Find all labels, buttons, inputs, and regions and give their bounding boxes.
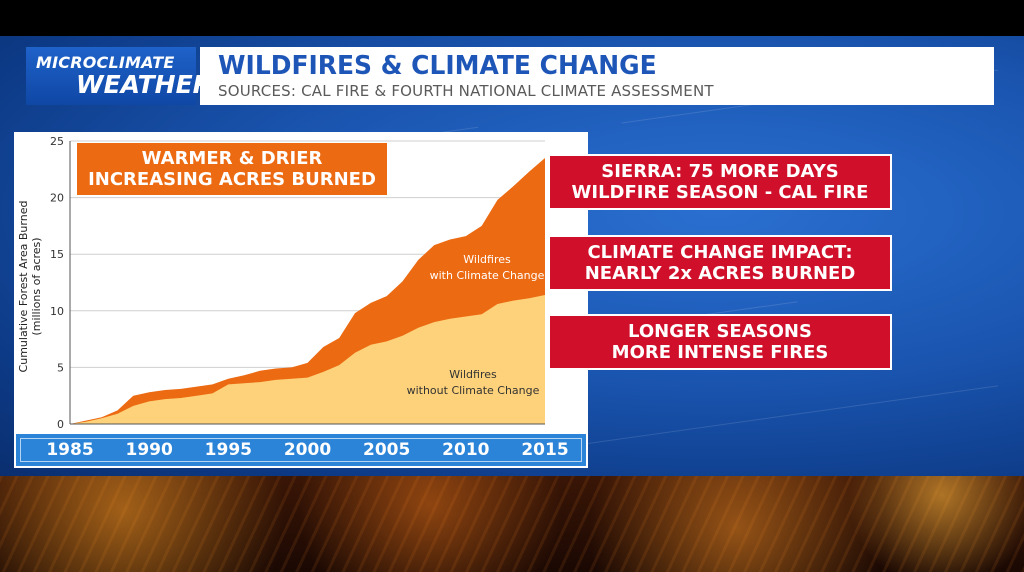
fact-3-line-2: MORE INTENSE FIRES <box>611 342 829 363</box>
fact-2-line-1: CLIMATE CHANGE IMPACT: <box>587 242 853 263</box>
series-label-without-line-2: without Climate Change <box>407 384 540 397</box>
fact-3-line-1: LONGER SEASONS <box>628 321 812 342</box>
y-axis-label-line-1: Cumulative Forest Area Burned <box>17 201 30 373</box>
series-label-with-line-1: Wildfires <box>463 253 511 266</box>
y-tick-10: 10 <box>50 305 64 318</box>
callout-line-2: INCREASING ACRES BURNED <box>88 169 376 190</box>
x-tick-2010: 2010 <box>442 440 490 460</box>
y-tick-25: 25 <box>50 135 64 148</box>
x-tick-2015: 2015 <box>521 440 569 460</box>
fire-embers-background <box>0 476 1024 572</box>
page-title: WILDFIRES & CLIMATE CHANGE <box>218 51 657 81</box>
fact-box-climate-impact: CLIMATE CHANGE IMPACT: NEARLY 2x ACRES B… <box>548 235 892 291</box>
logo-line-1: MICROCLIMATE <box>36 53 175 72</box>
y-axis-label-line-2: (millions of acres) <box>30 237 43 335</box>
fact-box-season-length: SIERRA: 75 MORE DAYS WILDFIRE SEASON - C… <box>548 154 892 210</box>
fact-1-line-1: SIERRA: 75 MORE DAYS <box>601 161 839 182</box>
y-tick-labels: 0 5 10 15 20 25 <box>50 135 64 431</box>
x-tick-2000: 2000 <box>283 440 332 460</box>
area-without-climate-change <box>70 295 545 424</box>
series-label-without-line-1: Wildfires <box>449 368 497 381</box>
callout-line-1: WARMER & DRIER <box>141 148 323 169</box>
x-tick-1990: 1990 <box>125 440 173 460</box>
x-axis-bar <box>14 432 588 468</box>
y-tick-5: 5 <box>57 361 64 374</box>
y-tick-0: 0 <box>57 418 64 431</box>
x-tick-2005: 2005 <box>362 440 411 460</box>
logo-line-2: WEATHER <box>76 70 212 99</box>
series-label-with-line-2: with Climate Change <box>430 269 545 282</box>
y-tick-15: 15 <box>50 248 64 261</box>
x-tick-1995: 1995 <box>204 440 252 460</box>
fact-1-line-2: WILDFIRE SEASON - CAL FIRE <box>571 182 869 203</box>
header-box: WILDFIRES & CLIMATE CHANGE SOURCES: CAL … <box>200 47 994 105</box>
callout-box: WARMER & DRIER INCREASING ACRES BURNED <box>76 142 388 196</box>
y-tick-20: 20 <box>50 192 64 205</box>
x-tick-1985: 1985 <box>46 440 94 460</box>
page-subtitle: SOURCES: CAL FIRE & FOURTH NATIONAL CLIM… <box>218 82 714 100</box>
fact-2-line-2: NEARLY 2x ACRES BURNED <box>584 263 856 284</box>
station-logo: MICROCLIMATE WEATHER <box>26 47 212 105</box>
fact-box-longer-seasons: LONGER SEASONS MORE INTENSE FIRES <box>548 314 892 370</box>
